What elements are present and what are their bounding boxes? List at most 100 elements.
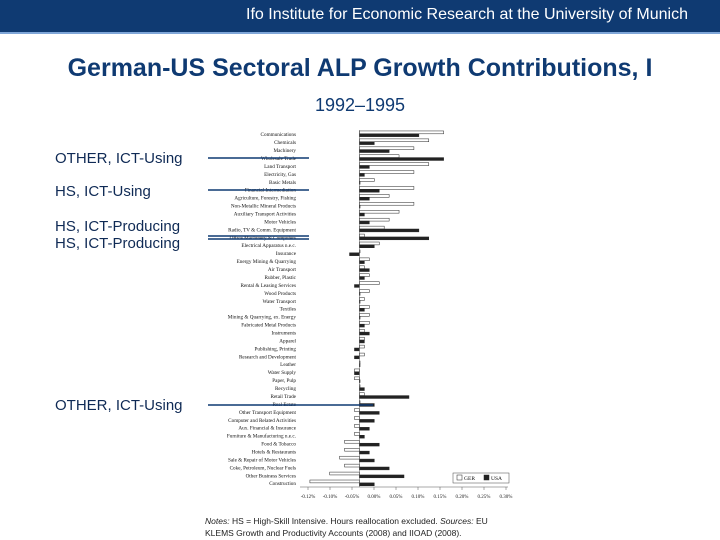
bar-ger bbox=[359, 257, 370, 261]
slide-title: German-US Sectoral ALP Growth Contributi… bbox=[67, 54, 653, 82]
bar-usa bbox=[359, 197, 370, 201]
bar-ger bbox=[359, 210, 400, 214]
bar-ger bbox=[359, 146, 415, 150]
bar-usa bbox=[359, 157, 444, 161]
bar-usa bbox=[349, 252, 360, 256]
bar-ger bbox=[359, 241, 380, 246]
bar-usa bbox=[359, 189, 380, 193]
category-label: Leather bbox=[280, 362, 296, 368]
bar-usa bbox=[359, 387, 365, 391]
bar-ger bbox=[359, 289, 370, 293]
category-label: Other Business Services bbox=[246, 473, 296, 479]
bar-ger bbox=[359, 202, 415, 206]
bar-usa bbox=[359, 260, 365, 264]
category-label: Basic Metals bbox=[269, 180, 296, 186]
bar-ger bbox=[354, 416, 360, 420]
bar-usa bbox=[359, 236, 430, 241]
bar-usa bbox=[359, 276, 365, 280]
bar-usa bbox=[359, 165, 370, 169]
notes-label: Notes: bbox=[205, 516, 230, 526]
bar-usa bbox=[359, 482, 375, 486]
bar-ger bbox=[359, 273, 370, 277]
bar-usa bbox=[359, 268, 370, 272]
sources-label: Sources: bbox=[440, 516, 474, 526]
category-label: Radio, TV & Comm. Equipment bbox=[228, 227, 296, 233]
category-label: Rubber, Plastic bbox=[265, 275, 297, 281]
sources-text: EU KLEMS Growth and Productivity Account… bbox=[205, 516, 488, 538]
bar-usa bbox=[354, 371, 360, 375]
bar-usa bbox=[359, 395, 410, 399]
category-label: Paper, Pulp bbox=[272, 378, 296, 384]
category-label: Chemicals bbox=[274, 140, 296, 146]
category-label: Insurance bbox=[276, 251, 297, 257]
category-label: Non-Metallic Mineral Products bbox=[231, 204, 296, 210]
bar-ger bbox=[309, 479, 360, 484]
group-label-hs-ict-producing-1: HS, ICT-Producing bbox=[55, 218, 181, 235]
x-tick-label: -0.12% bbox=[301, 495, 316, 500]
bar-ger bbox=[344, 463, 360, 468]
x-tick-label: -0.10% bbox=[323, 495, 338, 500]
category-label: Hotels & Restaurants bbox=[252, 450, 296, 456]
bar-usa bbox=[359, 442, 380, 447]
bar-usa bbox=[359, 173, 365, 177]
notes-text: HS = High-Skill Intensive. Hours realloc… bbox=[229, 516, 441, 526]
category-label: Auxiliary Transport Activities bbox=[234, 212, 296, 218]
category-label: Office Machinery & Computers bbox=[230, 234, 296, 241]
x-tick-label: 0.00% bbox=[368, 495, 381, 500]
category-label: Communications bbox=[261, 132, 296, 138]
bar-ger bbox=[359, 130, 444, 135]
chart-notes: Notes: HS = High-Skill Intensive. Hours … bbox=[205, 515, 515, 539]
bar-ger bbox=[359, 352, 365, 357]
x-tick-label: 0.15% bbox=[434, 495, 447, 500]
bar-usa bbox=[354, 355, 360, 360]
x-tick-label: 0.30% bbox=[500, 495, 513, 500]
org-name: Ifo Institute for Economic Research at t… bbox=[246, 6, 688, 23]
bar-ger bbox=[359, 170, 415, 174]
category-label: Construction bbox=[269, 481, 296, 487]
category-label: Electrical Apparatus n.e.c. bbox=[241, 243, 296, 249]
bar-usa bbox=[359, 141, 375, 145]
category-label: Wholesale Trade bbox=[261, 156, 297, 162]
bar-usa bbox=[359, 427, 370, 431]
bar-ger bbox=[359, 178, 375, 182]
x-tick-label: 0.20% bbox=[456, 495, 469, 500]
category-label: Electricity, Gas bbox=[264, 172, 296, 178]
category-label: Aux. Financial & Insurance bbox=[238, 426, 296, 432]
bar-usa bbox=[359, 331, 370, 336]
bar-ger bbox=[354, 376, 360, 380]
bar-ger bbox=[359, 336, 365, 341]
bar-ger bbox=[359, 138, 430, 142]
bar-usa bbox=[359, 228, 420, 233]
bar-ger bbox=[354, 424, 360, 428]
chart-background bbox=[203, 121, 515, 511]
bar-ger bbox=[359, 233, 365, 238]
category-label: Mining & Quarrying, ex. Energy bbox=[228, 315, 297, 321]
x-tick-label: 0.10% bbox=[412, 495, 425, 500]
bar-usa bbox=[359, 212, 365, 217]
category-label: Recycling bbox=[275, 386, 296, 392]
bar-ger bbox=[359, 329, 365, 333]
bar-usa bbox=[359, 323, 365, 328]
bar-usa bbox=[359, 308, 365, 312]
category-label: Energy Mining & Quarrying bbox=[237, 259, 297, 265]
legend-label-ger: GER bbox=[464, 476, 475, 482]
bar-ger bbox=[354, 408, 360, 412]
bar-ger bbox=[359, 162, 430, 166]
slide-subtitle: 1992–1995 bbox=[314, 95, 406, 115]
category-label: Air Transport bbox=[268, 267, 297, 273]
category-label: Apparel bbox=[279, 338, 296, 344]
bar-ger bbox=[359, 344, 365, 349]
bar-usa bbox=[359, 411, 380, 415]
group-label-other-ict-using-1: OTHER, ICT-Using bbox=[55, 150, 183, 167]
header-bar: Ifo Institute for Economic Research at t… bbox=[0, 0, 720, 34]
bar-ger bbox=[344, 448, 360, 452]
category-label: Machinery bbox=[274, 148, 297, 154]
bar-usa bbox=[359, 339, 365, 344]
x-tick-label: -0.05% bbox=[345, 495, 360, 500]
category-label: Computer and Related Activities bbox=[228, 418, 296, 424]
legend-box bbox=[452, 472, 510, 484]
bar-ger bbox=[329, 471, 360, 476]
bar-ger bbox=[359, 392, 365, 396]
category-label: Water Transport bbox=[263, 299, 297, 305]
bar-usa bbox=[354, 284, 360, 288]
